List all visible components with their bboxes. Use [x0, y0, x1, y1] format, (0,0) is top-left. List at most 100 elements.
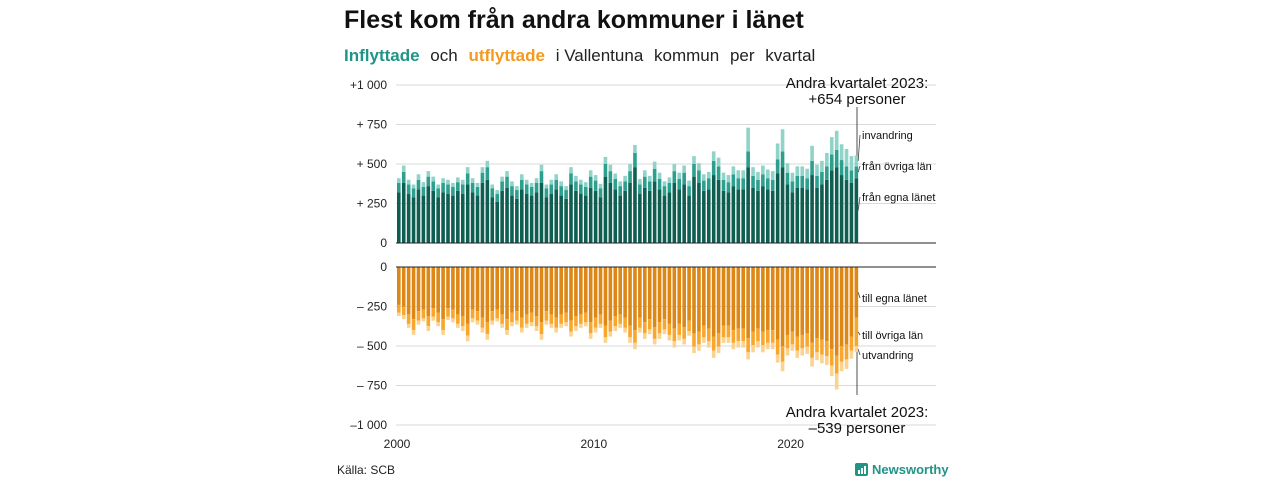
bar-in-0 [574, 190, 578, 243]
bar-out-2 [505, 330, 509, 335]
bar-in-0 [623, 190, 627, 243]
bar-in-1 [529, 186, 534, 196]
bar-in-1 [436, 188, 440, 198]
subtitle-kommun: kommun [654, 46, 720, 65]
bar-in-0 [426, 186, 431, 243]
bar-out-1 [431, 308, 436, 317]
bar-out-2 [756, 341, 760, 348]
bar-in-2 [510, 181, 514, 187]
bar-out-0 [623, 267, 627, 318]
bar-in-1 [731, 174, 736, 187]
bar-in-0 [834, 167, 839, 243]
bar-out-1 [480, 317, 485, 328]
bar-out-2 [844, 359, 849, 369]
bar-in-0 [766, 189, 770, 243]
bar-in-2 [588, 170, 593, 177]
bar-in-2 [643, 170, 647, 177]
bar-out-2 [662, 329, 667, 335]
bar-out-1 [623, 317, 627, 328]
bar-in-1 [539, 171, 544, 183]
bar-out-0 [766, 267, 770, 331]
bar-out-1 [677, 323, 682, 335]
bar-in-1 [770, 179, 775, 191]
bar-out-0 [618, 267, 622, 315]
bar-out-1 [702, 325, 706, 338]
bar-in-1 [839, 160, 844, 176]
bar-in-0 [510, 195, 514, 243]
bar-in-0 [397, 192, 401, 243]
bar-in-0 [825, 179, 829, 243]
bar-in-2 [716, 157, 721, 167]
bar-in-2 [677, 172, 682, 180]
bar-in-2 [583, 182, 588, 187]
bar-in-2 [805, 168, 809, 179]
bar-in-1 [451, 186, 455, 196]
bar-in-2 [411, 184, 416, 189]
bar-in-2 [520, 174, 524, 180]
bar-out-2 [490, 320, 495, 325]
bar-in-1 [692, 164, 696, 177]
bar-out-2 [613, 326, 618, 331]
bar-in-2 [460, 179, 465, 185]
bar-in-1 [490, 188, 495, 198]
bar-in-2 [465, 167, 470, 174]
bar-out-0 [475, 267, 480, 312]
bar-in-1 [854, 166, 859, 179]
bar-out-1 [490, 311, 495, 321]
bar-out-2 [480, 327, 485, 333]
bar-out-1 [815, 338, 819, 353]
bar-in-1 [706, 178, 711, 190]
bar-in-2 [751, 167, 755, 176]
bar-out-1 [603, 325, 608, 338]
bar-in-2 [544, 184, 549, 189]
bar-in-1 [780, 151, 785, 168]
bar-in-2 [416, 174, 421, 180]
bar-out-0 [510, 267, 514, 313]
bar-in-2 [608, 164, 613, 172]
bar-out-2 [485, 334, 490, 340]
bar-in-2 [495, 190, 499, 195]
bar-in-0 [770, 190, 775, 243]
bar-out-1 [485, 322, 490, 335]
bar-out-1 [583, 312, 588, 323]
bar-out-1 [741, 328, 745, 342]
bar-out-2 [628, 337, 632, 343]
bar-out-2 [401, 315, 406, 320]
bar-in-1 [569, 173, 573, 185]
bar-in-1 [406, 184, 411, 195]
bar-out-0 [677, 267, 682, 324]
bar-in-2 [426, 171, 431, 177]
bar-out-0 [441, 267, 445, 320]
bar-out-2 [460, 326, 465, 331]
bar-in-0 [726, 192, 731, 243]
bar-out-0 [583, 267, 588, 313]
bar-in-2 [706, 171, 711, 179]
bar-in-2 [534, 178, 539, 183]
bar-in-1 [480, 172, 485, 183]
bar-out-0 [834, 267, 839, 356]
bar-out-1 [500, 314, 504, 324]
bar-in-0 [421, 195, 426, 243]
bar-out-2 [603, 337, 608, 343]
bar-in-1 [441, 182, 445, 193]
bar-in-0 [829, 170, 834, 243]
bar-in-1 [834, 149, 839, 168]
bar-out-1 [839, 346, 844, 362]
bar-out-0 [505, 267, 509, 320]
bar-in-1 [702, 180, 706, 191]
bar-in-1 [721, 179, 726, 191]
bar-in-0 [810, 175, 814, 243]
bar-in-2 [480, 167, 485, 173]
bar-out-1 [706, 328, 711, 342]
bar-in-0 [505, 187, 509, 243]
bar-in-1 [805, 178, 809, 190]
bar-in-1 [766, 178, 770, 190]
bar-out-2 [672, 341, 677, 348]
bar-out-1 [731, 330, 736, 343]
subtitle-place: i Vallentuna [555, 46, 644, 65]
bar-out-0 [697, 267, 701, 332]
bar-in-1 [726, 182, 731, 193]
bar-in-1 [829, 154, 834, 171]
bar-in-1 [574, 181, 578, 191]
bar-out-1 [401, 306, 406, 316]
